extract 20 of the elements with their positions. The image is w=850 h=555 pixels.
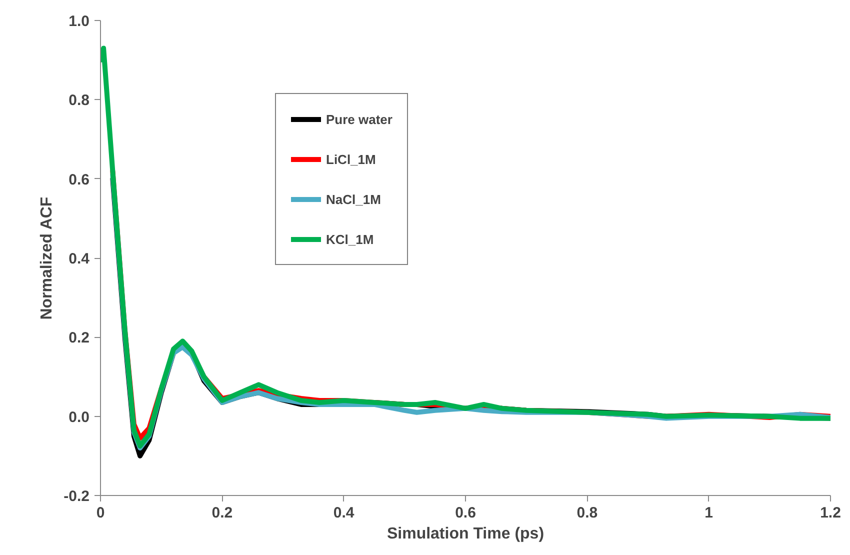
y-tick-label: 0.4: [68, 250, 90, 268]
x-tick-label: 0.4: [333, 504, 355, 522]
y-tick-label: 0.2: [68, 330, 90, 347]
x-axis-title: Simulation Time (ps): [386, 526, 544, 542]
x-tick-label: 0.6: [455, 504, 476, 522]
y-tick-label: 0.6: [68, 171, 90, 188]
y-axis-title: Normalized ACF: [38, 196, 56, 320]
y-tick-label: -0.2: [64, 488, 90, 505]
x-tick-label: 0.8: [576, 504, 598, 522]
y-tick-label: 0.0: [68, 408, 90, 426]
x-tick-label: 0.2: [212, 504, 233, 522]
legend-label: Pure water: [326, 112, 392, 126]
y-tick-label: 0.8: [68, 92, 90, 110]
legend-label: LiCl_1M: [326, 152, 376, 166]
y-tick-label: 1.0: [68, 13, 90, 30]
legend-label: KCl_1M: [326, 232, 374, 246]
x-tick-label: 0: [96, 504, 105, 522]
x-tick-label: 1: [704, 504, 714, 522]
legend-label: NaCl_1M: [326, 192, 381, 206]
x-tick-label: 1.2: [820, 504, 841, 522]
